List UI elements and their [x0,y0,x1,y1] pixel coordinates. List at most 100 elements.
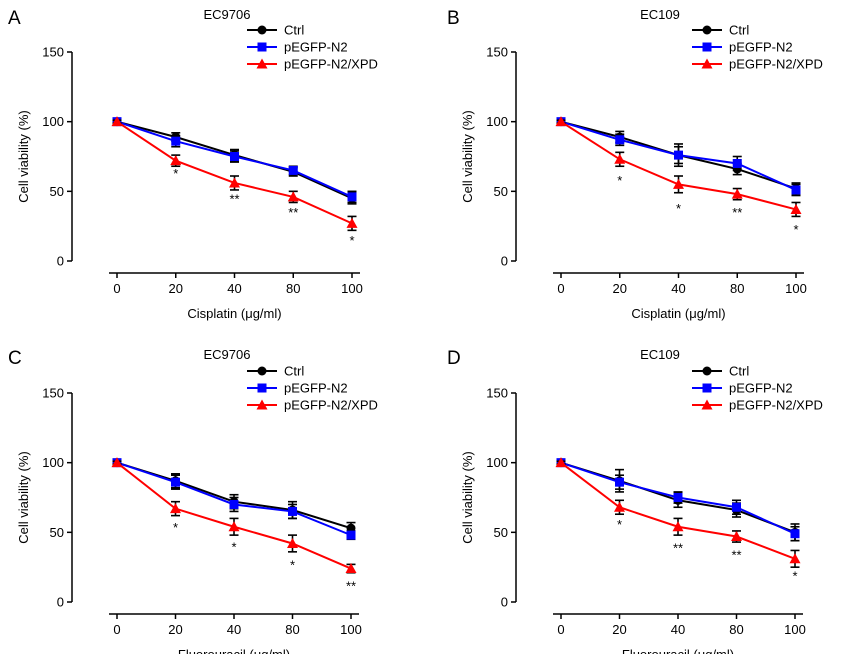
significance-label: ** [229,191,239,206]
data-point [789,553,801,564]
legend-label: Ctrl [729,364,749,379]
significance-label: ** [673,541,683,556]
data-point [790,203,802,214]
legend-label: pEGFP-N2/XPD [729,57,823,72]
x-axis-title: Cisplatin (μg/ml) [631,306,725,321]
x-tick-label: 20 [169,281,183,296]
legend-item: pEGFP-N2 [692,381,793,396]
legend-item: Ctrl [692,23,749,38]
legend-marker [256,399,268,410]
series-2 [111,457,357,574]
x-tick-label: 100 [341,281,363,296]
y-tick-label: 50 [494,525,508,540]
y-tick-label: 150 [486,386,508,401]
legend-label: Ctrl [284,23,304,38]
legend-item: pEGFP-N2/XPD [247,398,378,413]
x-tick-label: 80 [285,622,299,637]
panel-letter: D [447,348,461,369]
x-tick-label: 100 [784,622,806,637]
data-point [287,537,298,548]
legend-label: pEGFP-N2/XPD [729,398,823,413]
y-tick-label: 100 [42,114,64,129]
data-point [345,563,357,574]
legend-label: pEGFP-N2 [284,381,348,396]
data-point [615,135,625,145]
x-tick-label: 40 [671,281,685,296]
significance-label: * [173,520,178,535]
data-point [171,477,180,487]
data-point [791,185,801,195]
data-point [614,501,625,512]
legend-label: Ctrl [729,23,749,38]
legend-item: Ctrl [247,23,304,38]
y-tick-label: 100 [486,114,508,129]
significance-label: * [290,557,295,572]
panel-letter: C [8,348,22,369]
y-tick-label: 100 [486,455,508,470]
legend-marker [701,58,713,69]
significance-label: ** [731,548,741,563]
significance-label: * [793,222,798,237]
y-tick-label: 100 [42,455,64,470]
x-tick-label: 20 [613,281,627,296]
chart-panel-b: B EC109 0 50 100 150 0 20 40 80 100 Cisplatin (μg/m… [447,7,823,321]
data-point [673,178,684,189]
y-tick-label: 50 [50,184,64,199]
significance-label: * [617,517,622,532]
x-tick-label: 100 [340,622,362,637]
data-point [346,217,358,228]
x-tick-label: 40 [227,281,241,296]
x-tick-label: 0 [557,622,564,637]
data-point [288,506,297,516]
series-2 [555,116,802,218]
data-point [171,136,181,146]
x-tick-label: 80 [730,281,744,296]
data-point [674,150,683,160]
legend-item: pEGFP-N2/XPD [692,57,823,72]
legend-label: pEGFP-N2/XPD [284,57,378,72]
y-axis-title: Cell viability (%) [460,110,475,202]
x-tick-label: 20 [168,622,182,637]
x-tick-label: 40 [227,622,241,637]
legend-marker [702,366,712,376]
legend: Ctrl pEGFP-N2 pEGFP-N2/XPD [692,364,823,413]
panel-title: EC109 [640,7,680,22]
data-point [229,177,240,188]
panel-letter: B [447,8,460,29]
y-tick-label: 150 [42,386,64,401]
data-point [347,192,357,202]
legend-marker [257,42,267,52]
data-point [288,165,298,175]
legend-label: pEGFP-N2/XPD [284,398,378,413]
y-tick-label: 0 [501,595,508,610]
legend: Ctrl pEGFP-N2 pEGFP-N2/XPD [247,364,378,413]
x-tick-label: 80 [729,622,743,637]
chart-panel-c: C EC9706 0 50 100 150 0 20 40 80 100 Fluorouracil (… [8,347,378,654]
y-axis-title: Cell viability (%) [460,451,475,543]
legend-marker [702,25,712,35]
data-point [732,158,742,168]
legend-item: Ctrl [247,364,304,379]
x-tick-label: 80 [286,281,300,296]
data-point [731,188,743,199]
legend-marker [257,366,267,376]
legend-item: pEGFP-N2 [247,40,348,55]
data-point [555,116,567,127]
data-point [170,503,181,514]
series-2 [555,457,801,568]
significance-label: ** [346,578,356,593]
x-axis-title: Fluorouracil (μg/ml) [622,647,734,654]
data-point [229,499,239,509]
x-tick-label: 0 [113,622,120,637]
data-point [228,521,240,532]
legend-item: Ctrl [692,364,749,379]
legend-label: pEGFP-N2 [729,40,793,55]
legend-label: Ctrl [284,364,304,379]
x-tick-label: 0 [557,281,564,296]
y-tick-label: 0 [501,254,508,269]
significance-label: ** [288,205,298,220]
significance-label: * [792,569,797,584]
data-point [170,155,182,166]
legend: Ctrl pEGFP-N2 pEGFP-N2/XPD [692,23,823,72]
